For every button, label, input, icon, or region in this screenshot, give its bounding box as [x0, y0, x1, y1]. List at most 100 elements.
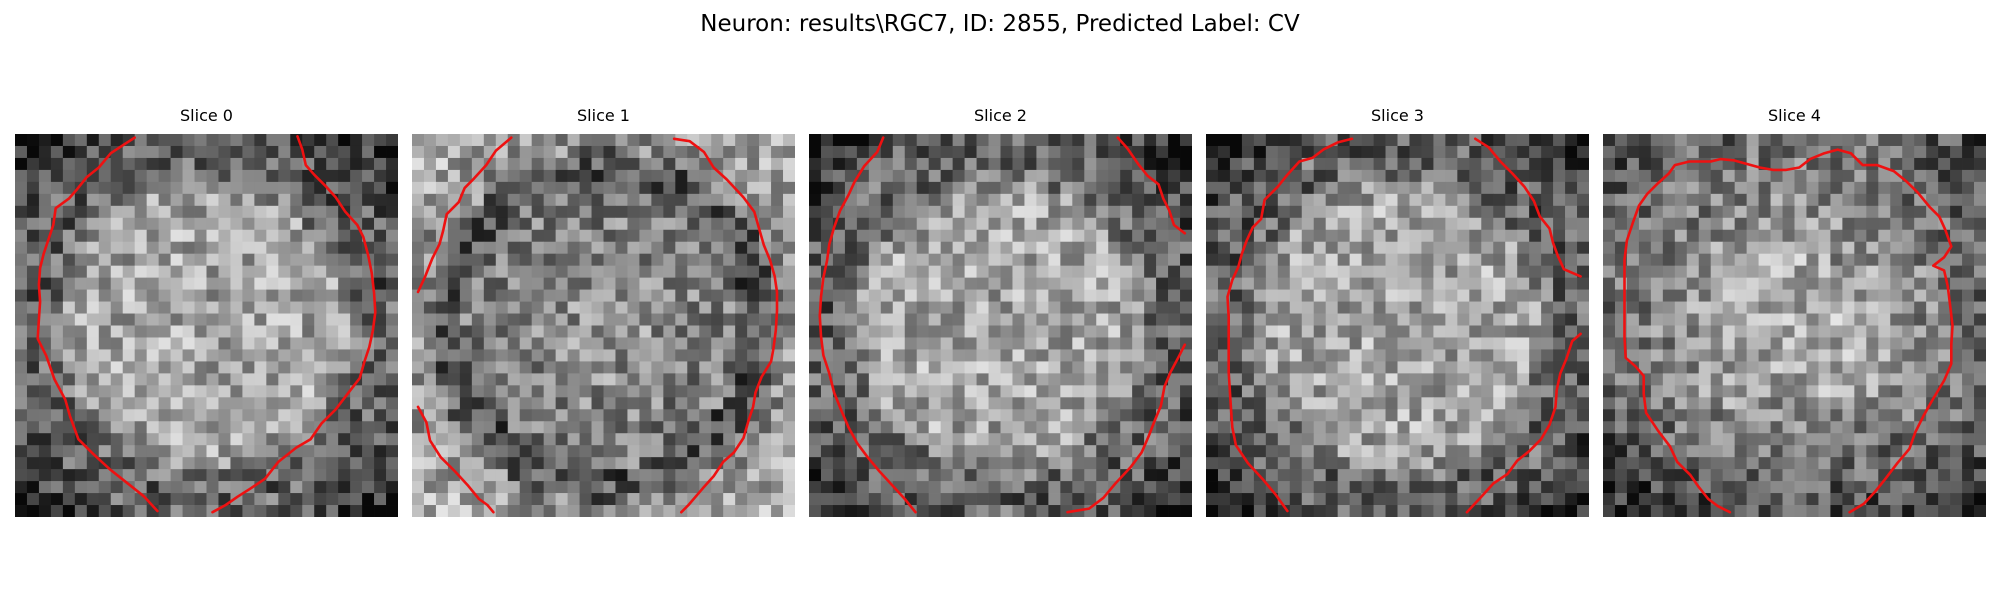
pixel	[338, 505, 350, 517]
pixel	[821, 134, 833, 146]
pixel	[1326, 290, 1338, 302]
pixel	[989, 505, 1001, 517]
pixel	[350, 505, 362, 517]
pixel	[1914, 314, 1926, 326]
pixel	[1433, 314, 1445, 326]
pixel	[1938, 337, 1950, 349]
pixel	[1096, 314, 1108, 326]
pixel	[496, 218, 508, 230]
pixel	[1469, 469, 1481, 481]
pixel	[1806, 302, 1818, 314]
pixel	[1024, 409, 1036, 421]
pixel	[1759, 134, 1771, 146]
pixel	[1398, 349, 1410, 361]
pixel	[699, 182, 711, 194]
pixel	[424, 170, 436, 182]
pixel	[917, 361, 929, 373]
pixel	[266, 361, 278, 373]
pixel	[1338, 445, 1350, 457]
pixel	[171, 242, 183, 254]
pixel	[15, 373, 27, 385]
pixel	[508, 337, 520, 349]
pixel	[1663, 146, 1675, 158]
pixel	[1048, 505, 1060, 517]
pixel	[1493, 182, 1505, 194]
pixel	[314, 230, 326, 242]
pixel	[965, 278, 977, 290]
pixel	[135, 337, 147, 349]
pixel	[1457, 433, 1469, 445]
pixel	[1687, 445, 1699, 457]
pixel	[27, 242, 39, 254]
pixel	[75, 361, 87, 373]
pixel	[1120, 266, 1132, 278]
pixel	[1180, 433, 1192, 445]
pixel	[532, 218, 544, 230]
pixel	[350, 337, 362, 349]
pixel	[857, 349, 869, 361]
pixel	[592, 373, 604, 385]
pixel	[1350, 433, 1362, 445]
pixel	[183, 278, 195, 290]
pixel	[51, 409, 63, 421]
pixel	[1603, 337, 1615, 349]
pixel	[568, 409, 580, 421]
pixel	[1627, 194, 1639, 206]
pixel	[568, 457, 580, 469]
pixel	[1663, 409, 1675, 421]
pixel	[472, 266, 484, 278]
pixel	[1314, 433, 1326, 445]
pixel	[1783, 373, 1795, 385]
pixel	[350, 206, 362, 218]
pixel	[290, 481, 302, 493]
pixel	[1362, 421, 1374, 433]
pixel	[1218, 481, 1230, 493]
pixel	[627, 134, 639, 146]
pixel	[424, 158, 436, 170]
pixel	[1687, 337, 1699, 349]
pixel	[1854, 194, 1866, 206]
pixel	[1651, 278, 1663, 290]
pixel	[1795, 170, 1807, 182]
pixel	[1577, 469, 1589, 481]
slice-image	[1206, 134, 1589, 517]
pixel	[711, 445, 723, 457]
pixel	[1651, 290, 1663, 302]
pixel	[1962, 230, 1974, 242]
pixel	[111, 230, 123, 242]
pixel	[1962, 361, 1974, 373]
pixel	[314, 349, 326, 361]
pixel	[905, 469, 917, 481]
pixel	[1866, 290, 1878, 302]
pixel	[290, 158, 302, 170]
pixel	[1421, 254, 1433, 266]
pixel	[759, 337, 771, 349]
pixel	[436, 290, 448, 302]
pixel	[615, 314, 627, 326]
pixel	[953, 134, 965, 146]
pixel	[1012, 290, 1024, 302]
pixel	[639, 505, 651, 517]
pixel	[1374, 182, 1386, 194]
pixel	[1806, 266, 1818, 278]
pixel	[496, 242, 508, 254]
pixel	[989, 457, 1001, 469]
pixel	[759, 170, 771, 182]
pixel	[1132, 469, 1144, 481]
pixel	[1517, 493, 1529, 505]
pixel	[1795, 134, 1807, 146]
pixel	[893, 314, 905, 326]
pixel	[1565, 146, 1577, 158]
pixel	[171, 457, 183, 469]
pixel	[1759, 373, 1771, 385]
pixel	[1890, 409, 1902, 421]
pixel	[1565, 230, 1577, 242]
pixel	[350, 302, 362, 314]
pixel	[917, 146, 929, 158]
pixel	[699, 433, 711, 445]
pixel	[845, 146, 857, 158]
pixel	[929, 433, 941, 445]
pixel	[699, 194, 711, 206]
pixel	[1338, 481, 1350, 493]
pixel	[1120, 242, 1132, 254]
